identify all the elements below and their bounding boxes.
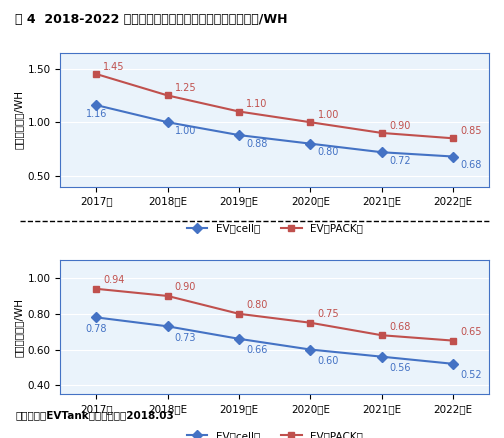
Text: 0.80: 0.80 <box>246 300 268 310</box>
Text: 0.88: 0.88 <box>246 139 268 149</box>
Text: 0.68: 0.68 <box>389 321 410 332</box>
Text: 图 4  2018-2022 年中国汽车动力电池价格及成本预测：元/WH: 图 4 2018-2022 年中国汽车动力电池价格及成本预测：元/WH <box>15 13 288 26</box>
Text: 0.80: 0.80 <box>318 148 339 157</box>
Text: 0.60: 0.60 <box>318 356 339 366</box>
Text: 1.00: 1.00 <box>175 126 196 136</box>
Y-axis label: 销售价格：元/WH: 销售价格：元/WH <box>14 90 24 149</box>
Text: 0.73: 0.73 <box>175 332 196 343</box>
Text: 1.45: 1.45 <box>103 62 125 72</box>
Text: 0.65: 0.65 <box>460 327 482 337</box>
Y-axis label: 制造成本：元/WH: 制造成本：元/WH <box>14 298 24 357</box>
Text: 0.52: 0.52 <box>460 370 482 380</box>
Text: 0.90: 0.90 <box>389 121 410 131</box>
Text: 0.68: 0.68 <box>460 160 482 170</box>
Text: 1.10: 1.10 <box>246 99 268 110</box>
Text: 1.16: 1.16 <box>86 109 107 119</box>
Text: 0.72: 0.72 <box>389 156 411 166</box>
Text: 0.90: 0.90 <box>175 283 196 293</box>
Text: 0.94: 0.94 <box>103 275 124 285</box>
Text: 0.78: 0.78 <box>86 324 107 334</box>
Text: 0.66: 0.66 <box>246 345 268 355</box>
Legend: EV（cell）, EV（PACK）: EV（cell）, EV（PACK） <box>182 219 367 237</box>
Legend: EV（cell）, EV（PACK）: EV（cell）, EV（PACK） <box>182 427 367 438</box>
Text: 0.75: 0.75 <box>318 309 339 319</box>
Text: 数据来源：EVTank，伊维智库，2018.03: 数据来源：EVTank，伊维智库，2018.03 <box>15 410 174 420</box>
Text: 1.00: 1.00 <box>318 110 339 120</box>
Text: 1.25: 1.25 <box>175 83 197 93</box>
Text: 0.56: 0.56 <box>389 363 410 373</box>
Text: 0.85: 0.85 <box>460 126 482 136</box>
